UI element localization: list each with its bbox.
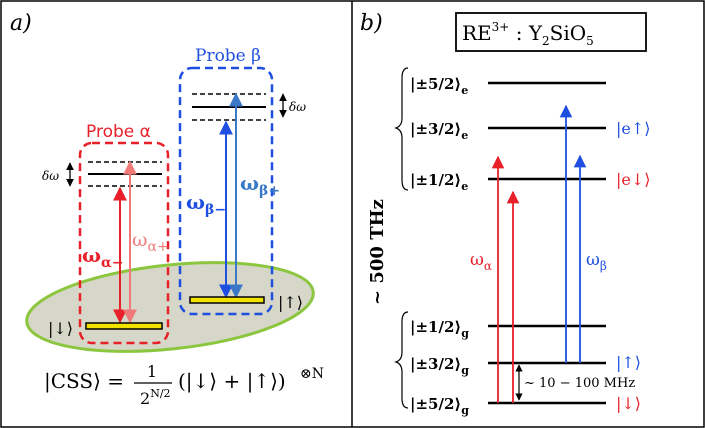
ground-state-ellipse <box>25 261 315 353</box>
material-title: RE3+ : Y2SiO5 <box>462 20 594 48</box>
beta-detuning-label: δω <box>289 100 306 114</box>
state-down-label: |↓⟩ <box>48 319 73 338</box>
formula-body: (|↓⟩ + |↑⟩) <box>178 369 286 394</box>
state-down-level <box>85 322 163 330</box>
panel-a-label: a) <box>10 11 32 36</box>
probe-beta-box <box>178 66 274 316</box>
frequency-axis-label: ~ 500 THz <box>367 199 388 305</box>
ground-label-3-2: |±3/2⟩g <box>410 355 469 377</box>
ground-label-1-2: |±1/2⟩g <box>410 318 469 340</box>
formula-power: ⊗N <box>300 366 324 382</box>
state-up-level <box>189 296 265 304</box>
e-down-label: |e↓⟩ <box>616 170 651 189</box>
state-up-label: |↑⟩ <box>278 293 303 312</box>
ground-manifold-brace <box>394 311 409 409</box>
ground-label-5-2: |±5/2⟩g <box>410 395 469 417</box>
panel-b-label: b) <box>360 11 383 36</box>
g-down-label: |↓⟩ <box>616 394 641 413</box>
probe-alpha-box <box>78 141 170 345</box>
panel-a: a) Probe α δω ωα− ωα+ |↓⟩ Probe β δω ωβ− <box>10 11 324 408</box>
panel-b: b) RE3+ : Y2SiO5 |±5/2⟩e |±3/2⟩e |±1/2⟩e… <box>360 11 651 417</box>
omega-alpha-plus-label: ωα+ <box>132 229 169 255</box>
omega-beta-minus-label: ωβ− <box>186 190 226 218</box>
formula-numerator: 1 <box>147 362 157 381</box>
material-title-box <box>455 12 647 52</box>
omega-alpha-label: ωα <box>470 250 492 273</box>
excited-manifold-brace <box>394 67 409 191</box>
splitting-label: ~ 10 − 100 MHz <box>524 376 635 391</box>
formula-denominator: 2N/2 <box>140 387 171 408</box>
e-up-label: |e↑⟩ <box>616 119 651 138</box>
omega-beta-plus-label: ωβ+ <box>240 171 280 199</box>
probe-beta-title: Probe β <box>195 46 261 66</box>
omega-alpha-minus-label: ωα− <box>82 243 124 271</box>
omega-beta-label: ωβ <box>586 250 607 273</box>
excited-label-3-2: |±3/2⟩e <box>410 120 468 142</box>
alpha-detuning-label: δω <box>42 169 59 183</box>
excited-label-1-2: |±1/2⟩e <box>410 171 468 193</box>
probe-alpha-title: Probe α <box>86 122 151 142</box>
css-state-formula: |CSS⟩ = 1 2N/2 (|↓⟩ + |↑⟩) ⊗N <box>44 362 324 408</box>
excited-label-5-2: |±5/2⟩e <box>410 75 468 97</box>
g-up-label: |↑⟩ <box>616 353 641 372</box>
formula-lhs: |CSS⟩ = <box>44 369 124 394</box>
